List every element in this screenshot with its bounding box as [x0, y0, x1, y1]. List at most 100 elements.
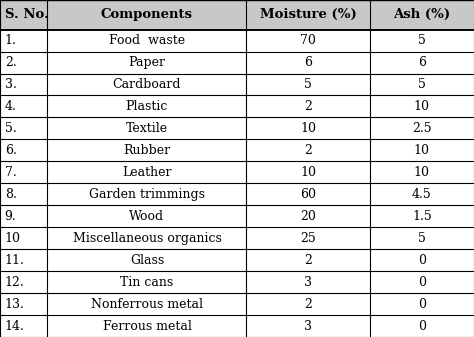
Bar	[0, 249, 47, 271]
Bar	[47, 73, 246, 95]
Text: 5: 5	[418, 34, 426, 47]
Bar	[370, 73, 474, 95]
Bar	[370, 52, 474, 73]
Text: Tin cans: Tin cans	[120, 276, 173, 288]
Bar	[246, 205, 370, 227]
Bar	[0, 227, 47, 249]
Text: 5: 5	[418, 232, 426, 245]
Bar	[246, 249, 370, 271]
Text: 14.: 14.	[5, 319, 25, 333]
Text: 0: 0	[418, 319, 426, 333]
Text: 3: 3	[304, 276, 312, 288]
Text: 2: 2	[304, 144, 312, 157]
Bar	[370, 227, 474, 249]
Text: 8.: 8.	[5, 188, 17, 201]
Bar	[246, 95, 370, 118]
Text: 60: 60	[300, 188, 316, 201]
Bar	[246, 140, 370, 161]
Bar	[246, 315, 370, 337]
Bar	[0, 52, 47, 73]
Bar	[47, 118, 246, 140]
Text: 10: 10	[300, 166, 316, 179]
Bar	[370, 249, 474, 271]
Text: 11.: 11.	[5, 254, 25, 267]
Bar	[246, 227, 370, 249]
Text: 3: 3	[304, 319, 312, 333]
Text: 0: 0	[418, 298, 426, 311]
Bar	[0, 30, 47, 52]
Text: 4.5: 4.5	[412, 188, 432, 201]
Text: Ferrous metal: Ferrous metal	[102, 319, 191, 333]
Text: Nonferrous metal: Nonferrous metal	[91, 298, 203, 311]
Bar	[0, 205, 47, 227]
Text: 10: 10	[414, 144, 430, 157]
Bar	[47, 161, 246, 183]
Bar	[47, 183, 246, 205]
Text: 5.: 5.	[5, 122, 17, 135]
Text: Plastic: Plastic	[126, 100, 168, 113]
Bar	[0, 183, 47, 205]
Text: 2: 2	[304, 254, 312, 267]
Text: 0: 0	[418, 254, 426, 267]
Text: 10: 10	[5, 232, 21, 245]
Bar	[370, 271, 474, 293]
Text: 1.5: 1.5	[412, 210, 432, 223]
Bar	[246, 0, 370, 30]
Text: 13.: 13.	[5, 298, 25, 311]
Bar	[246, 73, 370, 95]
Text: Food  waste: Food waste	[109, 34, 185, 47]
Text: Moisture (%): Moisture (%)	[260, 8, 356, 21]
Text: 7.: 7.	[5, 166, 17, 179]
Text: 5: 5	[304, 78, 312, 91]
Text: 25: 25	[300, 232, 316, 245]
Bar	[47, 95, 246, 118]
Bar	[370, 118, 474, 140]
Text: 6.: 6.	[5, 144, 17, 157]
Text: S. No.: S. No.	[5, 8, 48, 21]
Bar	[47, 30, 246, 52]
Text: Miscellaneous organics: Miscellaneous organics	[73, 232, 221, 245]
Text: Ash (%): Ash (%)	[393, 8, 450, 21]
Text: 10: 10	[414, 100, 430, 113]
Bar	[0, 73, 47, 95]
Text: 3.: 3.	[5, 78, 17, 91]
Text: 10: 10	[300, 122, 316, 135]
Bar	[370, 205, 474, 227]
Bar	[370, 140, 474, 161]
Bar	[370, 95, 474, 118]
Text: Leather: Leather	[122, 166, 172, 179]
Text: 12.: 12.	[5, 276, 25, 288]
Text: 70: 70	[300, 34, 316, 47]
Bar	[370, 30, 474, 52]
Bar	[0, 0, 47, 30]
Bar	[0, 315, 47, 337]
Text: 4.: 4.	[5, 100, 17, 113]
Bar	[47, 0, 246, 30]
Bar	[246, 271, 370, 293]
Bar	[47, 227, 246, 249]
Bar	[47, 293, 246, 315]
Bar	[0, 271, 47, 293]
Bar	[0, 161, 47, 183]
Bar	[47, 249, 246, 271]
Bar	[246, 52, 370, 73]
Bar	[0, 118, 47, 140]
Text: Rubber: Rubber	[123, 144, 171, 157]
Text: 0: 0	[418, 276, 426, 288]
Text: 2.: 2.	[5, 56, 17, 69]
Bar	[246, 293, 370, 315]
Bar	[246, 183, 370, 205]
Text: Textile: Textile	[126, 122, 168, 135]
Bar	[47, 205, 246, 227]
Text: 20: 20	[300, 210, 316, 223]
Bar	[0, 293, 47, 315]
Text: Wood: Wood	[129, 210, 164, 223]
Bar	[0, 140, 47, 161]
Text: 6: 6	[418, 56, 426, 69]
Bar	[370, 161, 474, 183]
Text: 2: 2	[304, 100, 312, 113]
Text: 1.: 1.	[5, 34, 17, 47]
Text: 2: 2	[304, 298, 312, 311]
Text: Components: Components	[101, 8, 193, 21]
Bar	[370, 293, 474, 315]
